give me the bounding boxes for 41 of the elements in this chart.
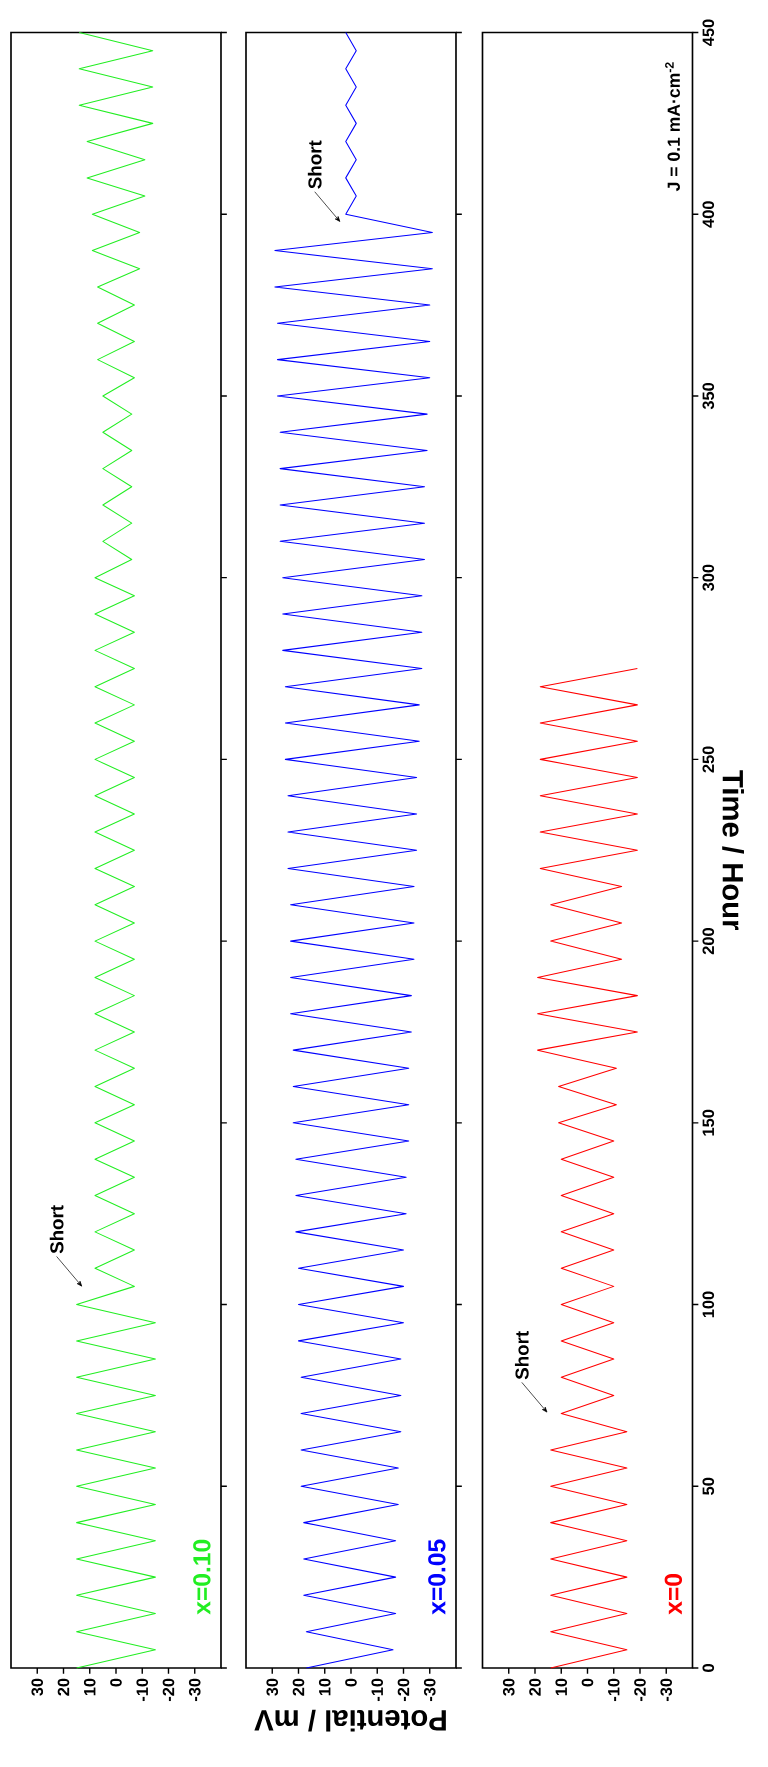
- x-tick-label: -30: [423, 1678, 436, 1702]
- x-tick-label: 20: [57, 1678, 70, 1696]
- y-tick-label: 50: [702, 1477, 715, 1495]
- x-tick-label: -20: [162, 1678, 175, 1702]
- x-tick-label: -10: [136, 1678, 149, 1702]
- y-tick-label: 150: [702, 1109, 715, 1136]
- x-tick-label: -30: [660, 1678, 673, 1702]
- x-tick-label: 30: [31, 1678, 44, 1696]
- x-tick-label: 10: [83, 1678, 96, 1696]
- x-tick-label: 0: [581, 1678, 594, 1687]
- x-tick-label: 10: [318, 1678, 331, 1696]
- y-tick-label: 200: [702, 928, 715, 955]
- y-axis-title: Time / Hour: [722, 770, 744, 931]
- text: x=0.10: [193, 1539, 211, 1615]
- y-tick-label: 0: [702, 1664, 715, 1672]
- x-tick-label: 30: [502, 1678, 515, 1696]
- y-tick-label: 450: [702, 19, 715, 46]
- y-tick-label: 300: [702, 564, 715, 591]
- x-tick-label: 10: [555, 1678, 568, 1696]
- x-tick-label: 0: [345, 1678, 357, 1687]
- y-tick-label: 350: [702, 382, 715, 410]
- y-tick-label: 100: [702, 1291, 715, 1318]
- text: x=0.05: [428, 1539, 446, 1615]
- x-tick-label: 20: [529, 1678, 541, 1696]
- x-tick-label: 0: [110, 1678, 122, 1687]
- x-tick-label: -10: [371, 1678, 384, 1702]
- y-tick-label: 250: [702, 746, 715, 773]
- x-axis-title: Potential / mV: [254, 1709, 446, 1732]
- text: x=0: [664, 1574, 683, 1615]
- annotation: Short: [514, 1331, 529, 1380]
- x-tick-label: -10: [607, 1678, 620, 1702]
- x-tick-label: -20: [634, 1678, 646, 1702]
- x-tick-label: -20: [397, 1678, 410, 1702]
- x-tick-label: 30: [266, 1678, 279, 1696]
- x-tick-label: -30: [188, 1678, 201, 1702]
- line-series: [537, 668, 638, 1669]
- annotation: Short: [307, 140, 322, 189]
- y-tick-label: 400: [702, 201, 715, 228]
- annotation: Short: [49, 1205, 64, 1254]
- annotation: J = 0.1 mA·cm$^{-2}$: [665, 62, 680, 192]
- x-tick-label: 20: [292, 1678, 305, 1696]
